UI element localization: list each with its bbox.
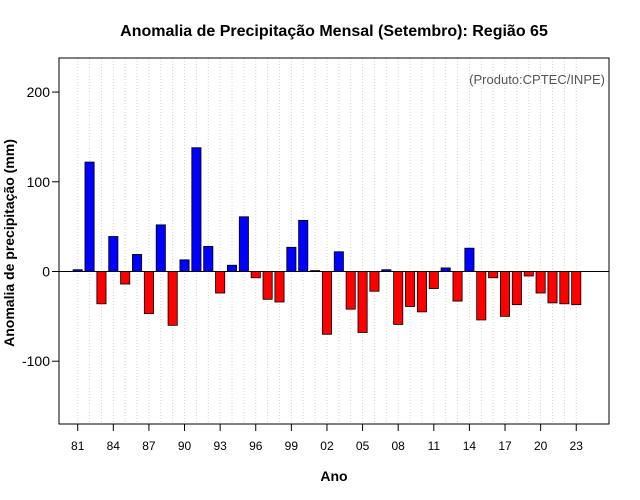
x-tick-label: 99: [285, 439, 299, 453]
y-axis: 200 100 0 -100: [22, 84, 59, 369]
chart-title: Anomalia de Precipitação Mensal (Setembr…: [120, 23, 548, 40]
x-axis: 81 84 87 90 93 96 99 02 05 08 11 14 17 20 23: [71, 424, 583, 453]
bar-1992: [203, 245, 214, 272]
bar-2023: [571, 271, 582, 306]
x-tick-label: 17: [498, 439, 512, 453]
bar-1988: [155, 224, 166, 272]
bar-1996: [250, 271, 261, 279]
bars: [72, 147, 582, 335]
x-tick-label: 08: [392, 439, 406, 453]
x-tick-label: 14: [463, 439, 477, 453]
bar-2012: [440, 267, 451, 272]
bar-2008: [393, 271, 404, 325]
bar-1991: [191, 147, 202, 272]
bar-1987: [143, 271, 154, 315]
x-tick-label: 90: [178, 439, 192, 453]
bar-1998: [274, 271, 285, 303]
bar-2006: [369, 271, 380, 292]
x-tick-label: 84: [107, 439, 121, 453]
x-tick-label: 93: [213, 439, 227, 453]
bar-1999: [286, 246, 297, 272]
y-tick-label: 200: [27, 84, 51, 100]
x-tick-label: 87: [142, 439, 156, 453]
bar-1995: [238, 216, 249, 272]
bar-2020: [535, 271, 546, 294]
bar-1990: [179, 259, 190, 272]
x-tick-label: 11: [428, 439, 441, 453]
bar-2000: [298, 219, 309, 272]
bar-2015: [476, 271, 487, 321]
bar-1993: [215, 271, 226, 294]
bar-1984: [108, 236, 119, 272]
bar-1983: [96, 271, 107, 305]
bar-1982: [84, 161, 95, 272]
bar-2017: [500, 271, 511, 317]
plot-frame: [58, 57, 610, 425]
x-tick-label: 02: [320, 439, 334, 453]
bar-2022: [559, 271, 570, 305]
bar-2021: [547, 271, 558, 304]
bar-1989: [167, 271, 178, 326]
bar-2014: [464, 247, 475, 272]
y-axis-label: Anomalia de precipitação (mm): [1, 139, 17, 347]
bar-2003: [333, 251, 344, 272]
credit-label: (Produto:CPTEC/INPE): [469, 72, 605, 87]
bar-2010: [416, 271, 427, 313]
bar-2002: [321, 271, 332, 335]
y-tick-label: -100: [22, 353, 50, 369]
x-tick-label: 20: [534, 439, 548, 453]
bar-1997: [262, 271, 273, 300]
y-tick-label: 0: [42, 264, 50, 280]
x-axis-label: Ano: [320, 468, 347, 484]
bar-2005: [357, 271, 368, 333]
bar-2013: [452, 271, 463, 302]
bar-2004: [345, 271, 356, 310]
x-tick-label: 81: [71, 439, 85, 453]
y-tick-label: 100: [27, 174, 51, 190]
bar-1994: [227, 264, 238, 272]
x-tick-label: 96: [249, 439, 263, 453]
x-tick-label: 23: [570, 439, 584, 453]
bar-2009: [405, 271, 416, 307]
bar-1985: [120, 271, 131, 285]
bar-2019: [523, 271, 534, 277]
bar-2016: [488, 271, 499, 279]
bar-2018: [511, 271, 522, 306]
grid-lines: [77, 58, 577, 424]
x-tick-label: 05: [356, 439, 370, 453]
bar-2011: [428, 271, 439, 289]
bar-1986: [132, 254, 143, 272]
